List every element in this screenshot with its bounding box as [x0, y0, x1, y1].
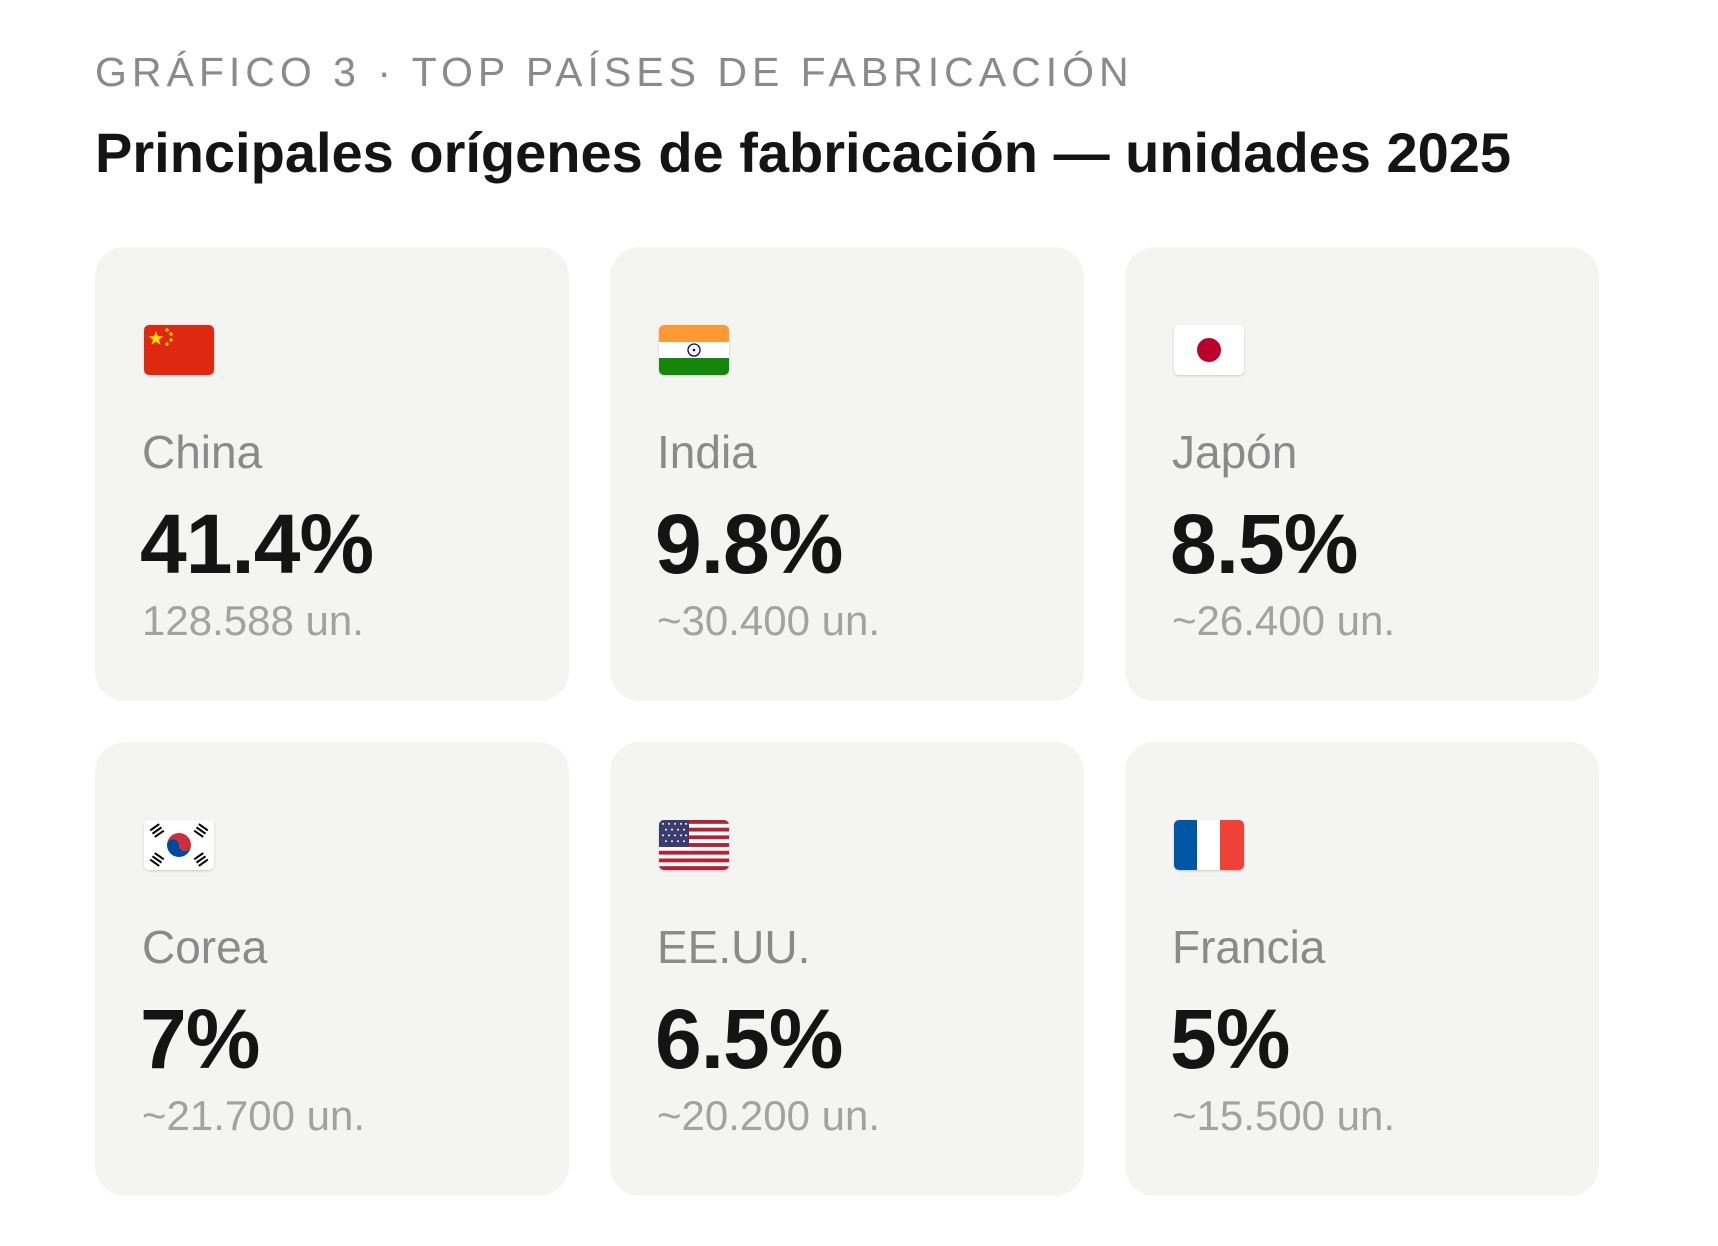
percent-value: 8.5%	[1170, 497, 1358, 591]
south-korea-flag-icon	[144, 820, 214, 870]
country-name: Francia	[1172, 921, 1326, 973]
percent-value: 6.5%	[655, 992, 843, 1086]
chart-eyebrow: GRÁFICO 3 · TOP PAÍSES DE FABRICACIÓN	[95, 49, 1134, 95]
percent-value: 41.4%	[140, 497, 374, 591]
country-name: China	[142, 426, 263, 478]
percent-value: 9.8%	[655, 497, 843, 591]
country-card-grid: China 41.4% 128.588 un. India 9.8% ~30.4…	[95, 247, 1605, 1196]
country-card-india: India 9.8% ~30.400 un.	[610, 247, 1084, 701]
country-card-china: China 41.4% 128.588 un.	[95, 247, 569, 701]
india-flag-icon	[659, 325, 729, 375]
units-value: ~20.200 un.	[657, 1092, 881, 1139]
units-value: 128.588 un.	[142, 597, 364, 644]
country-name: Japón	[1172, 426, 1298, 478]
page-title: Principales orígenes de fabricación — un…	[95, 121, 1512, 184]
percent-value: 7%	[140, 992, 260, 1086]
country-card-korea: Corea 7% ~21.700 un.	[95, 742, 569, 1196]
units-value: ~15.500 un.	[1172, 1092, 1396, 1139]
units-value: ~21.700 un.	[142, 1092, 366, 1139]
country-name: India	[657, 426, 757, 478]
page: GRÁFICO 3 · TOP PAÍSES DE FABRICACIÓN Pr…	[95, 40, 1605, 1196]
country-card-france: Francia 5% ~15.500 un.	[1125, 742, 1599, 1196]
usa-flag-icon	[659, 820, 729, 870]
china-flag-icon	[144, 325, 214, 375]
country-name: Corea	[142, 921, 268, 973]
country-card-usa: EE.UU. 6.5% ~20.200 un.	[610, 742, 1084, 1196]
country-card-japan: Japón 8.5% ~26.400 un.	[1125, 247, 1599, 701]
percent-value: 5%	[1170, 992, 1290, 1086]
units-value: ~26.400 un.	[1172, 597, 1396, 644]
france-flag-icon	[1174, 820, 1244, 870]
units-value: ~30.400 un.	[657, 597, 881, 644]
country-name: EE.UU.	[657, 921, 811, 973]
japan-flag-icon	[1174, 325, 1244, 375]
